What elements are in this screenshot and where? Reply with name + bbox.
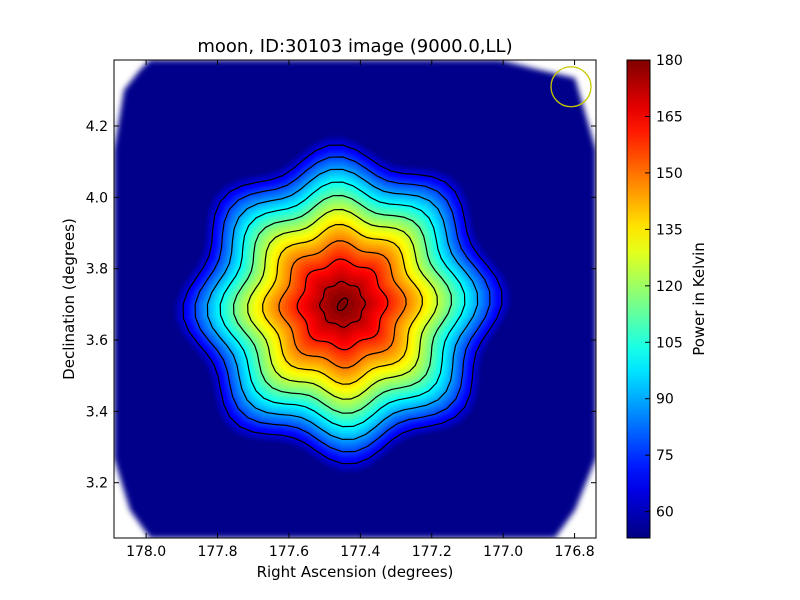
- y-tick-label: 4.2: [86, 119, 108, 135]
- colorbar-tick-label: 105: [656, 335, 683, 351]
- x-axis-label: Right Ascension (degrees): [257, 563, 454, 581]
- colorbar-tick-label: 180: [656, 53, 683, 69]
- x-tick-label: 177.6: [269, 544, 309, 560]
- plot-frame: [113, 59, 597, 539]
- contour-line: [319, 280, 366, 328]
- colorbar-tick-label: 75: [656, 448, 674, 464]
- contour-line: [219, 181, 466, 428]
- contour-line: [278, 240, 407, 369]
- colorbar-tick-label: 150: [656, 166, 683, 182]
- y-axis: 3.2 3.4 3.6 3.8 4.0 4.2: [86, 119, 596, 492]
- contour-line: [206, 168, 479, 441]
- contour-line: [262, 223, 423, 385]
- y-tick-label: 3.4: [86, 404, 108, 420]
- contour-line: [194, 156, 491, 453]
- intensity-band: [338, 300, 347, 309]
- x-tick-label: 176.8: [555, 544, 595, 560]
- colorbar-tick-label: 90: [656, 392, 674, 408]
- peak-contour: [336, 297, 349, 312]
- contour-line: [182, 144, 503, 465]
- y-axis-label: Declination (degrees): [60, 218, 78, 380]
- x-tick-label: 177.8: [197, 544, 237, 560]
- contour-line: [296, 258, 389, 351]
- y-tick-label: 3.2: [86, 476, 108, 492]
- x-axis: 178.0 177.8 177.6 177.4 177.2 177.0 176.8: [126, 60, 595, 560]
- y-tick-label: 3.6: [86, 333, 108, 349]
- colorbar-ticks: 60 75 90 105 120 135 150 165 180: [645, 53, 683, 521]
- contour-line: [247, 208, 438, 400]
- x-tick-label: 178.0: [126, 544, 166, 560]
- x-tick-label: 177.4: [340, 544, 380, 560]
- colorbar-tick-label: 60: [656, 505, 674, 521]
- x-tick-label: 177.0: [483, 544, 523, 560]
- x-tick-label: 177.2: [412, 544, 452, 560]
- colorbar-tick-label: 135: [656, 222, 683, 238]
- colorbar-label: Power in Kelvin: [690, 242, 708, 356]
- colorbar-tick-label: 120: [656, 279, 683, 295]
- intensity-map: [173, 135, 512, 474]
- colorbar-gradient: [626, 59, 651, 539]
- plot-area: [114, 60, 596, 538]
- y-tick-label: 4.0: [86, 190, 108, 206]
- colorbar-tick-label: 165: [656, 109, 683, 125]
- y-tick-label: 3.8: [86, 262, 108, 278]
- contour-line: [232, 194, 453, 414]
- beam-marker: [550, 66, 592, 108]
- chart-title: moon, ID:30103 image (9000.0,LL): [197, 36, 512, 57]
- contour-lines: [182, 144, 503, 465]
- colorbar: 60 75 90 105 120 135 150 165 180 Power in Kelvin: [626, 53, 708, 539]
